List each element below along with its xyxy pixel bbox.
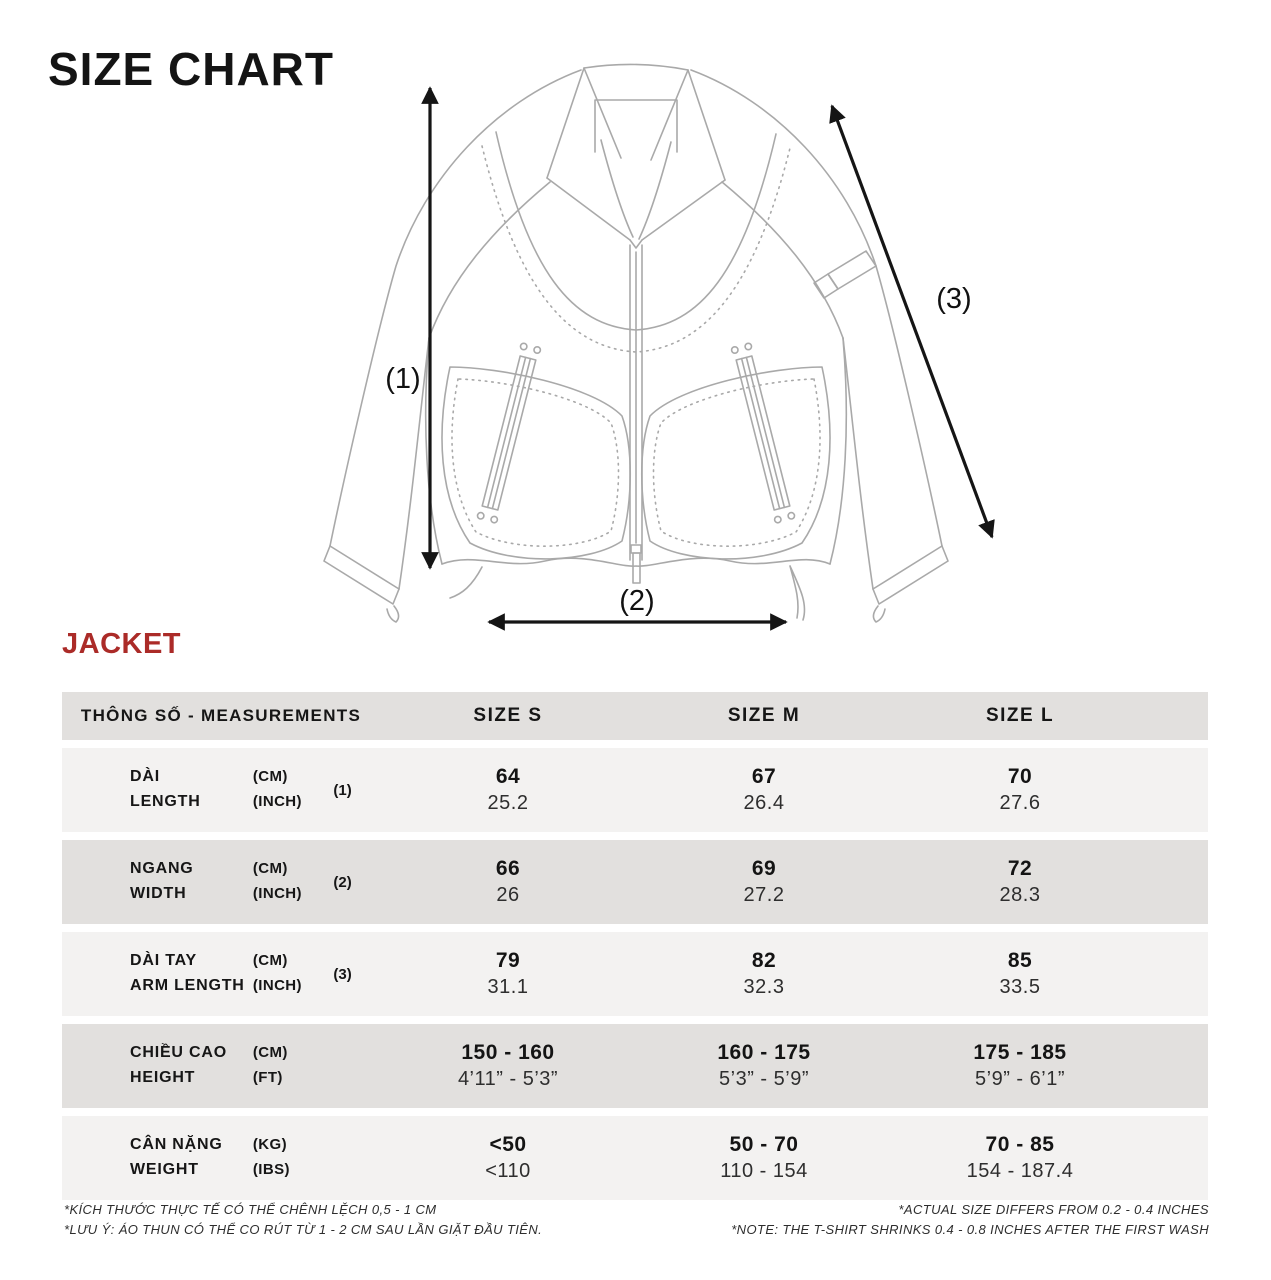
cell-length-l: 70 27.6	[999, 765, 1041, 814]
size-s-header: SIZE S	[473, 705, 543, 726]
measurements-header: THÔNG SỐ - MEASUREMENTS	[80, 706, 362, 725]
table-row-height: CHIỀU CAO HEIGHT (CM) (FT) 150 - 160 4’11” …	[62, 1024, 1208, 1108]
footnote-line: *KÍCH THƯỚC THỰC TẾ CÓ THỂ CHÊNH LỆCH 0,…	[64, 1202, 437, 1217]
size-l-header: SIZE L	[985, 705, 1055, 726]
row-name-vi: CHIỀU CAO	[130, 1044, 227, 1062]
cell-arm-l: 85 33.5	[999, 949, 1041, 998]
row-unit-primary: (CM)	[252, 952, 288, 970]
table-header-row: THÔNG SỐ - MEASUREMENTS SIZE S SIZE M SI…	[62, 692, 1208, 740]
row-unit-secondary: (INCH)	[252, 885, 302, 902]
diagram-label-1: (1)	[385, 363, 420, 395]
row-name-vi: CÂN NẶNG	[130, 1136, 223, 1154]
row-unit-secondary: (FT)	[252, 1069, 283, 1086]
cell-height-s: 150 - 160 4’11” - 5’3”	[457, 1041, 559, 1090]
row-ref: (1)	[333, 781, 352, 799]
row-ref: (2)	[333, 873, 352, 891]
table-row-width: NGANG WIDTH (CM) (INCH) (2) 66 26 69 27.2 72…	[62, 840, 1208, 924]
cell-weight-m: 50 - 70 110 - 154	[720, 1133, 808, 1182]
row-unit-primary: (CM)	[252, 768, 288, 786]
row-unit-primary: (CM)	[252, 1044, 288, 1062]
cell-weight-s: <50 <110	[485, 1133, 531, 1182]
sleeve-tab	[827, 250, 877, 290]
row-unit-secondary: (INCH)	[252, 977, 302, 994]
row-name-en: LENGTH	[130, 793, 201, 810]
footnote-line: *NOTE: THE T-SHIRT SHRINKS 0.4 - 0.8 INC…	[731, 1221, 1209, 1237]
footnote-line: *LƯU Ý: ÁO THUN CÓ THỂ CO RÚT TỪ 1 - 2 C…	[64, 1221, 543, 1237]
diagram-label-2: (2)	[619, 585, 654, 617]
cell-width-m: 69 27.2	[743, 857, 785, 906]
jacket-measurement-diagram: (1) (2) (3)	[323, 63, 995, 631]
footnotes-vietnamese: *KÍCH THƯỚC THỰC TẾ CÓ THỂ CHÊNH LỆCH 0,…	[64, 1200, 542, 1239]
row-name-en: WEIGHT	[130, 1161, 199, 1178]
row-unit-secondary: (IBS)	[252, 1161, 290, 1178]
table-row-weight: CÂN NẶNG WEIGHT (KG) (IBS) <50 <110 50 - 70…	[62, 1116, 1208, 1200]
size-table: THÔNG SỐ - MEASUREMENTS SIZE S SIZE M SI…	[62, 692, 1208, 1208]
row-name-en: WIDTH	[130, 885, 187, 902]
cell-arm-m: 82 32.3	[743, 949, 785, 998]
row-unit-primary: (KG)	[252, 1136, 287, 1154]
page-title: SIZE CHART	[48, 43, 334, 95]
row-name-vi: DÀI TAY	[130, 952, 197, 970]
cell-length-s: 64 25.2	[487, 765, 529, 814]
cell-arm-s: 79 31.1	[487, 949, 529, 998]
row-ref: (3)	[333, 965, 352, 983]
right-pocket-zip	[735, 355, 791, 511]
row-unit-secondary: (INCH)	[252, 793, 302, 810]
left-pocket-zip	[481, 355, 537, 511]
cell-width-s: 66 26	[495, 857, 521, 906]
footnotes-english: *ACTUAL SIZE DIFFERS FROM 0.2 - 0.4 INCH…	[731, 1200, 1209, 1239]
footnote-line: *ACTUAL SIZE DIFFERS FROM 0.2 - 0.4 INCH…	[898, 1202, 1209, 1217]
table-row-arm-length: DÀI TAY ARM LENGTH (CM) (INCH) (3) 79 31.1 …	[62, 932, 1208, 1016]
cell-weight-l: 70 - 85 154 - 187.4	[966, 1133, 1074, 1182]
row-name-en: HEIGHT	[130, 1069, 196, 1086]
row-name-en: ARM LENGTH	[130, 977, 245, 994]
cell-height-m: 160 - 175 5’3” - 5’9”	[717, 1041, 811, 1090]
cell-width-l: 72 28.3	[999, 857, 1041, 906]
table-row-length: DÀI LENGTH (CM) (INCH) (1) 64 25.2 67 26.4 7…	[62, 748, 1208, 832]
arm-length-arrow	[829, 104, 995, 539]
size-m-header: SIZE M	[727, 705, 801, 726]
row-name-vi: DÀI	[130, 768, 160, 786]
row-unit-primary: (CM)	[252, 860, 288, 878]
section-label-jacket: JACKET	[62, 628, 182, 660]
jacket-line-art	[323, 63, 949, 623]
cell-length-m: 67 26.4	[743, 765, 785, 814]
diagram-label-3: (3)	[936, 283, 971, 315]
cell-height-l: 175 - 185 5’9” - 6’1”	[973, 1041, 1067, 1090]
measurement-arrows	[421, 86, 995, 631]
row-name-vi: NGANG	[130, 860, 194, 878]
